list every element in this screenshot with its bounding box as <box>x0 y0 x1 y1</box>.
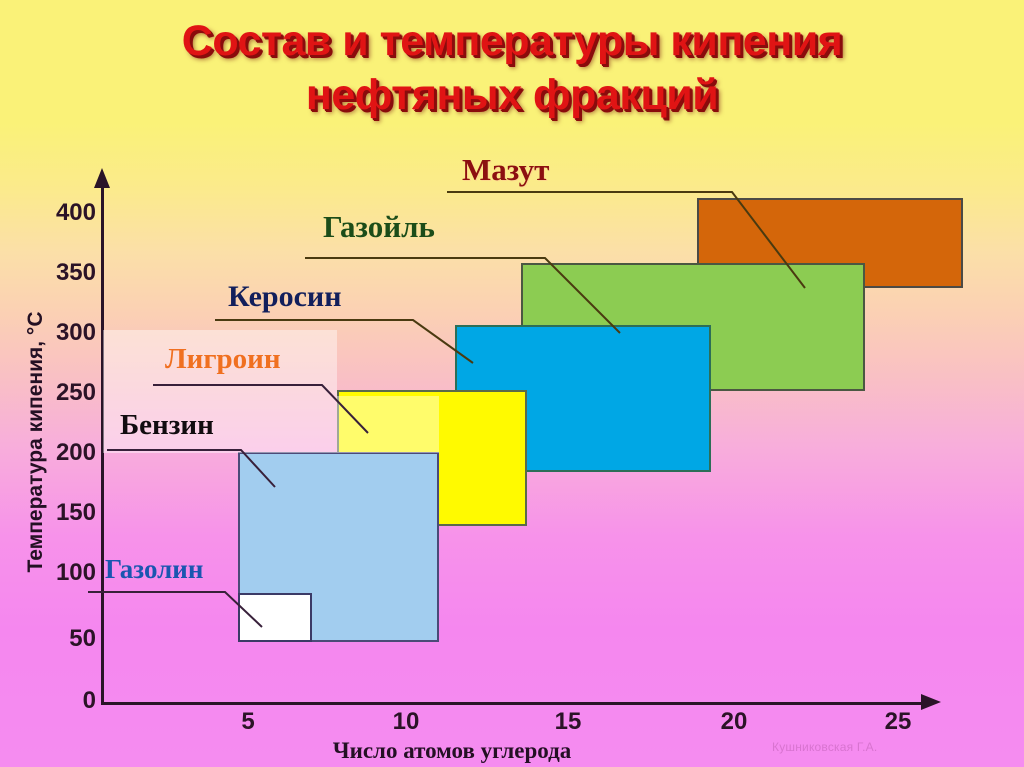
callout-label-benzin: Бензин <box>120 409 214 442</box>
y-tick-350: 350 <box>55 259 96 286</box>
author-watermark: Кушниковская Г.А. <box>772 740 878 754</box>
x-axis-arrow-icon <box>921 694 941 710</box>
callout-label-kerosin: Керосин <box>228 280 342 314</box>
y-tick-400: 400 <box>55 199 96 226</box>
label-text-benzin: Бензин <box>120 409 214 441</box>
y-axis-line <box>101 184 104 705</box>
x-axis-line <box>101 702 928 705</box>
y-axis-arrow-icon <box>94 168 110 188</box>
x-tick-25: 25 <box>884 708 912 735</box>
label-text-kerosin: Керосин <box>228 280 342 313</box>
x-tick-10: 10 <box>392 708 420 735</box>
x-tick-20: 20 <box>720 708 748 735</box>
page-title: Состав и температуры кипения нефтяных фр… <box>181 17 843 119</box>
callout-label-ligroin: Лигроин <box>165 343 281 376</box>
y-tick-0: 0 <box>82 687 96 714</box>
bar-gazolin <box>238 593 312 642</box>
y-tick-100: 100 <box>55 559 96 586</box>
y-tick-300: 300 <box>55 319 96 346</box>
y-axis-ticks: 400 350 300 250 200 150 100 50 0 <box>18 0 96 767</box>
y-tick-150: 150 <box>55 499 96 526</box>
leader-gazolin <box>88 591 263 628</box>
x-tick-5: 5 <box>241 708 255 735</box>
label-text-gazoil: Газойль <box>323 209 435 244</box>
x-tick-15: 15 <box>554 708 582 735</box>
callout-label-mazut: Мазут <box>462 152 549 188</box>
x-axis-title: Число атомов углерода <box>332 738 572 763</box>
label-text-gazolin: Газолин <box>105 554 204 584</box>
label-text-ligroin: Лигроин <box>165 343 281 375</box>
y-tick-50: 50 <box>69 625 96 652</box>
y-tick-200: 200 <box>55 439 96 466</box>
y-tick-250: 250 <box>55 379 96 406</box>
callout-label-gazolin: Газолин <box>105 554 203 585</box>
label-text-mazut: Мазут <box>462 152 550 187</box>
y-axis-title: Температура кипения, °С <box>24 311 47 573</box>
callout-label-gazoil: Газойль <box>323 209 435 245</box>
